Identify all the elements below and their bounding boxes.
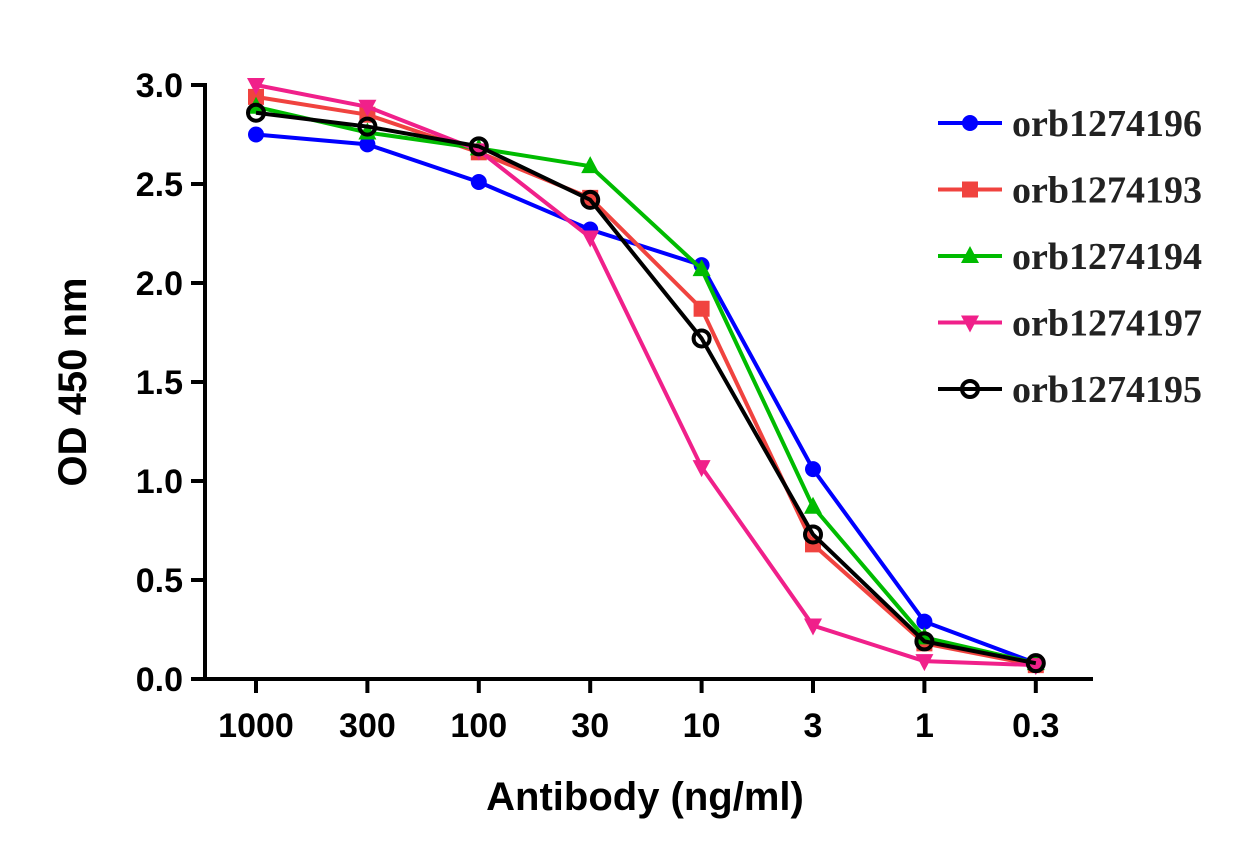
series-orb1274195 (246, 102, 1046, 674)
marker-triangle-up (915, 627, 934, 645)
marker-triangle-down (961, 315, 979, 333)
y-tick-label: 0.5 (136, 562, 183, 600)
x-axis-label: Antibody (ng/ml) (486, 775, 804, 819)
y-tick-label: 1.0 (136, 463, 183, 501)
marker-triangle-down (804, 618, 822, 636)
marker-square (693, 300, 710, 317)
marker-circle (962, 115, 978, 131)
marker-triangle-up (961, 246, 979, 263)
series-line (255, 132, 1037, 666)
marker-circle (248, 126, 264, 143)
y-tick-label: 2.5 (136, 166, 183, 204)
legend-label: orb1274197 (1012, 303, 1202, 345)
y-tick-label: 1.5 (136, 364, 183, 402)
legend-item: orb1274197 (938, 303, 1202, 345)
legend: orb1274196 orb1274193 orb1274194 orb1274197… (938, 103, 1202, 411)
marker-triangle-down (247, 78, 265, 95)
legend-label: orb1274194 (1012, 236, 1202, 278)
marker-square (962, 181, 978, 198)
legend-label: orb1274195 (1012, 369, 1202, 411)
marker-triangle-up (581, 156, 600, 174)
marker-triangle-down (692, 460, 711, 478)
series-line (255, 83, 1036, 668)
marker-triangle-up (692, 259, 711, 277)
marker-open-circle (1025, 653, 1046, 674)
series-orb1274194 (247, 96, 1045, 671)
legend-label: orb1274196 (1012, 103, 1202, 145)
marker-open-circle (960, 379, 980, 399)
x-tick-label: 30 (571, 707, 609, 745)
y-tick-label: 2.0 (136, 265, 183, 303)
marker-circle (916, 613, 933, 630)
legend-item: orb1274195 (938, 369, 1202, 411)
marker-open-circle (691, 328, 712, 349)
series-orb1274193 (248, 88, 1044, 674)
marker-triangle-down (915, 654, 934, 672)
marker-circle (359, 136, 376, 153)
series-group (246, 78, 1046, 676)
axes: 0.0 0.5 1.0 1.5 2.0 2.5 3.0 1000 300 100 30 10 3 1 0.3 (136, 67, 1093, 745)
x-tick-label: 100 (450, 707, 507, 745)
legend-item: orb1274193 (938, 170, 1202, 212)
series-orb1274196 (248, 126, 1044, 672)
marker-open-circle (357, 116, 378, 137)
marker-circle (805, 461, 821, 478)
x-tick-label: 3 (804, 707, 823, 745)
series-orb1274197 (247, 78, 1045, 676)
marker-open-circle (246, 102, 266, 123)
legend-item: orb1274196 (938, 103, 1202, 145)
marker-open-circle (580, 189, 601, 210)
legend-item: orb1274194 (938, 236, 1202, 278)
marker-circle (470, 174, 487, 191)
y-axis-label: OD 450 nm (51, 278, 95, 487)
marker-open-circle (468, 136, 489, 157)
series-line (255, 104, 1037, 666)
y-tick-label: 3.0 (136, 67, 183, 105)
series-line (255, 110, 1037, 666)
marker-open-circle (914, 631, 935, 652)
x-tick-label: 300 (339, 707, 396, 745)
x-tick-label: 10 (683, 707, 721, 745)
x-tick-label: 1000 (218, 707, 294, 745)
marker-open-circle (803, 524, 823, 545)
marker-triangle-down (358, 99, 377, 117)
series-line (255, 94, 1037, 668)
marker-triangle-up (804, 496, 822, 514)
x-tick-label: 0.3 (1012, 707, 1059, 745)
marker-triangle-down (581, 230, 600, 248)
y-tick-label: 0.0 (136, 661, 183, 699)
x-tick-label: 1 (915, 707, 934, 745)
legend-label: orb1274193 (1012, 170, 1202, 212)
